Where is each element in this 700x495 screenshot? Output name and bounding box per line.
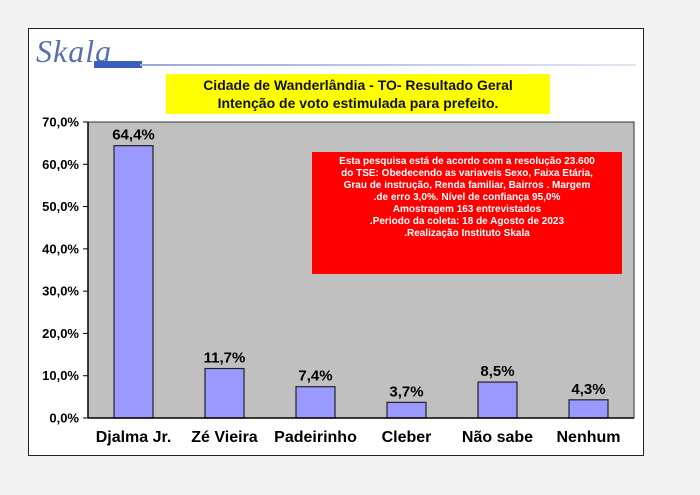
skala-logo: Skala bbox=[36, 34, 142, 70]
category-label: Djalma Jr. bbox=[96, 429, 172, 446]
data-label: 7,4% bbox=[298, 368, 332, 385]
chart-title-line1: Cidade de Wanderlândia - TO- Resultado G… bbox=[203, 77, 513, 93]
data-label: 4,3% bbox=[571, 381, 605, 398]
data-label: 8,5% bbox=[480, 363, 514, 380]
y-tick-label: 50,0% bbox=[42, 199, 79, 214]
bar bbox=[204, 367, 245, 419]
y-tick-label: 30,0% bbox=[42, 284, 79, 299]
y-tick-label: 10,0% bbox=[42, 368, 79, 383]
category-label: Cleber bbox=[382, 429, 432, 446]
y-tick-label: 60,0% bbox=[42, 157, 79, 172]
logo-divider bbox=[140, 64, 636, 66]
note-line: .Periodo da coleta: 18 de Agosto de 2023 bbox=[369, 216, 565, 227]
y-axis: 0,0% 10,0% 20,0% 30,0% 40,0% 50,0% 60,0% 70,0% bbox=[42, 115, 89, 426]
chart-title-line2: Intenção de voto estimulada para prefeit… bbox=[217, 95, 499, 111]
logo-subtitle bbox=[94, 61, 142, 68]
data-label: 3,7% bbox=[389, 383, 423, 400]
x-axis: Djalma Jr. Zé Vieira Padeirinho Cleber Não s… bbox=[88, 417, 634, 446]
bar bbox=[113, 145, 154, 419]
y-tick-label: 0,0% bbox=[49, 411, 79, 426]
category-label: Zé Vieira bbox=[191, 429, 258, 446]
category-label: Padeirinho bbox=[274, 429, 357, 446]
methodology-note: Esta pesquisa está de acordo com a resol… bbox=[312, 152, 622, 274]
note-line: do TSE: Obedecendo as variaveis Sexo, Fa… bbox=[341, 168, 593, 179]
note-line: .de erro 3,0%. Nível de confiança 95,0% bbox=[373, 192, 561, 203]
note-line: Grau de instrução, Renda familiar, Bairr… bbox=[343, 180, 591, 191]
note-line: Amostragem 163 entrevistados bbox=[392, 204, 542, 215]
chart-title-box: Cidade de Wanderlândia - TO- Resultado G… bbox=[166, 74, 550, 114]
note-line: Esta pesquisa está de acordo com a resol… bbox=[339, 156, 595, 167]
note-line: .Realização Instituto Skala bbox=[404, 228, 530, 239]
y-tick-label: 20,0% bbox=[42, 326, 79, 341]
bar bbox=[477, 381, 518, 419]
bar bbox=[386, 401, 427, 419]
data-label: 64,4% bbox=[112, 127, 155, 144]
y-tick-label: 70,0% bbox=[42, 115, 79, 130]
category-label: Nenhum bbox=[557, 429, 621, 446]
bars-group: 64,4% 11,7% 7,4% 3,7% 8,5% 4,3% bbox=[112, 127, 609, 419]
data-label: 11,7% bbox=[204, 350, 246, 367]
bar bbox=[295, 386, 336, 419]
category-label: Não sabe bbox=[462, 429, 533, 446]
y-tick-label: 40,0% bbox=[42, 241, 79, 256]
bar bbox=[568, 399, 609, 419]
